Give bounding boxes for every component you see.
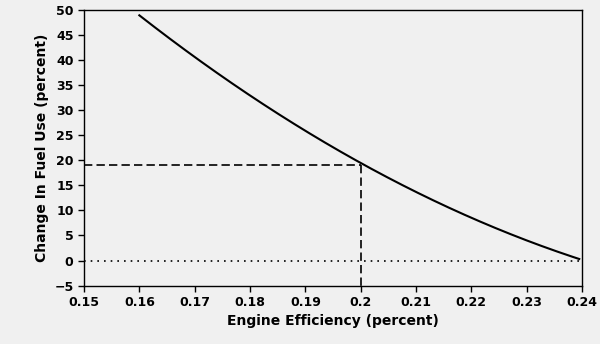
X-axis label: Engine Efficiency (percent): Engine Efficiency (percent) xyxy=(227,314,439,329)
Y-axis label: Change In Fuel Use (percent): Change In Fuel Use (percent) xyxy=(35,34,49,262)
